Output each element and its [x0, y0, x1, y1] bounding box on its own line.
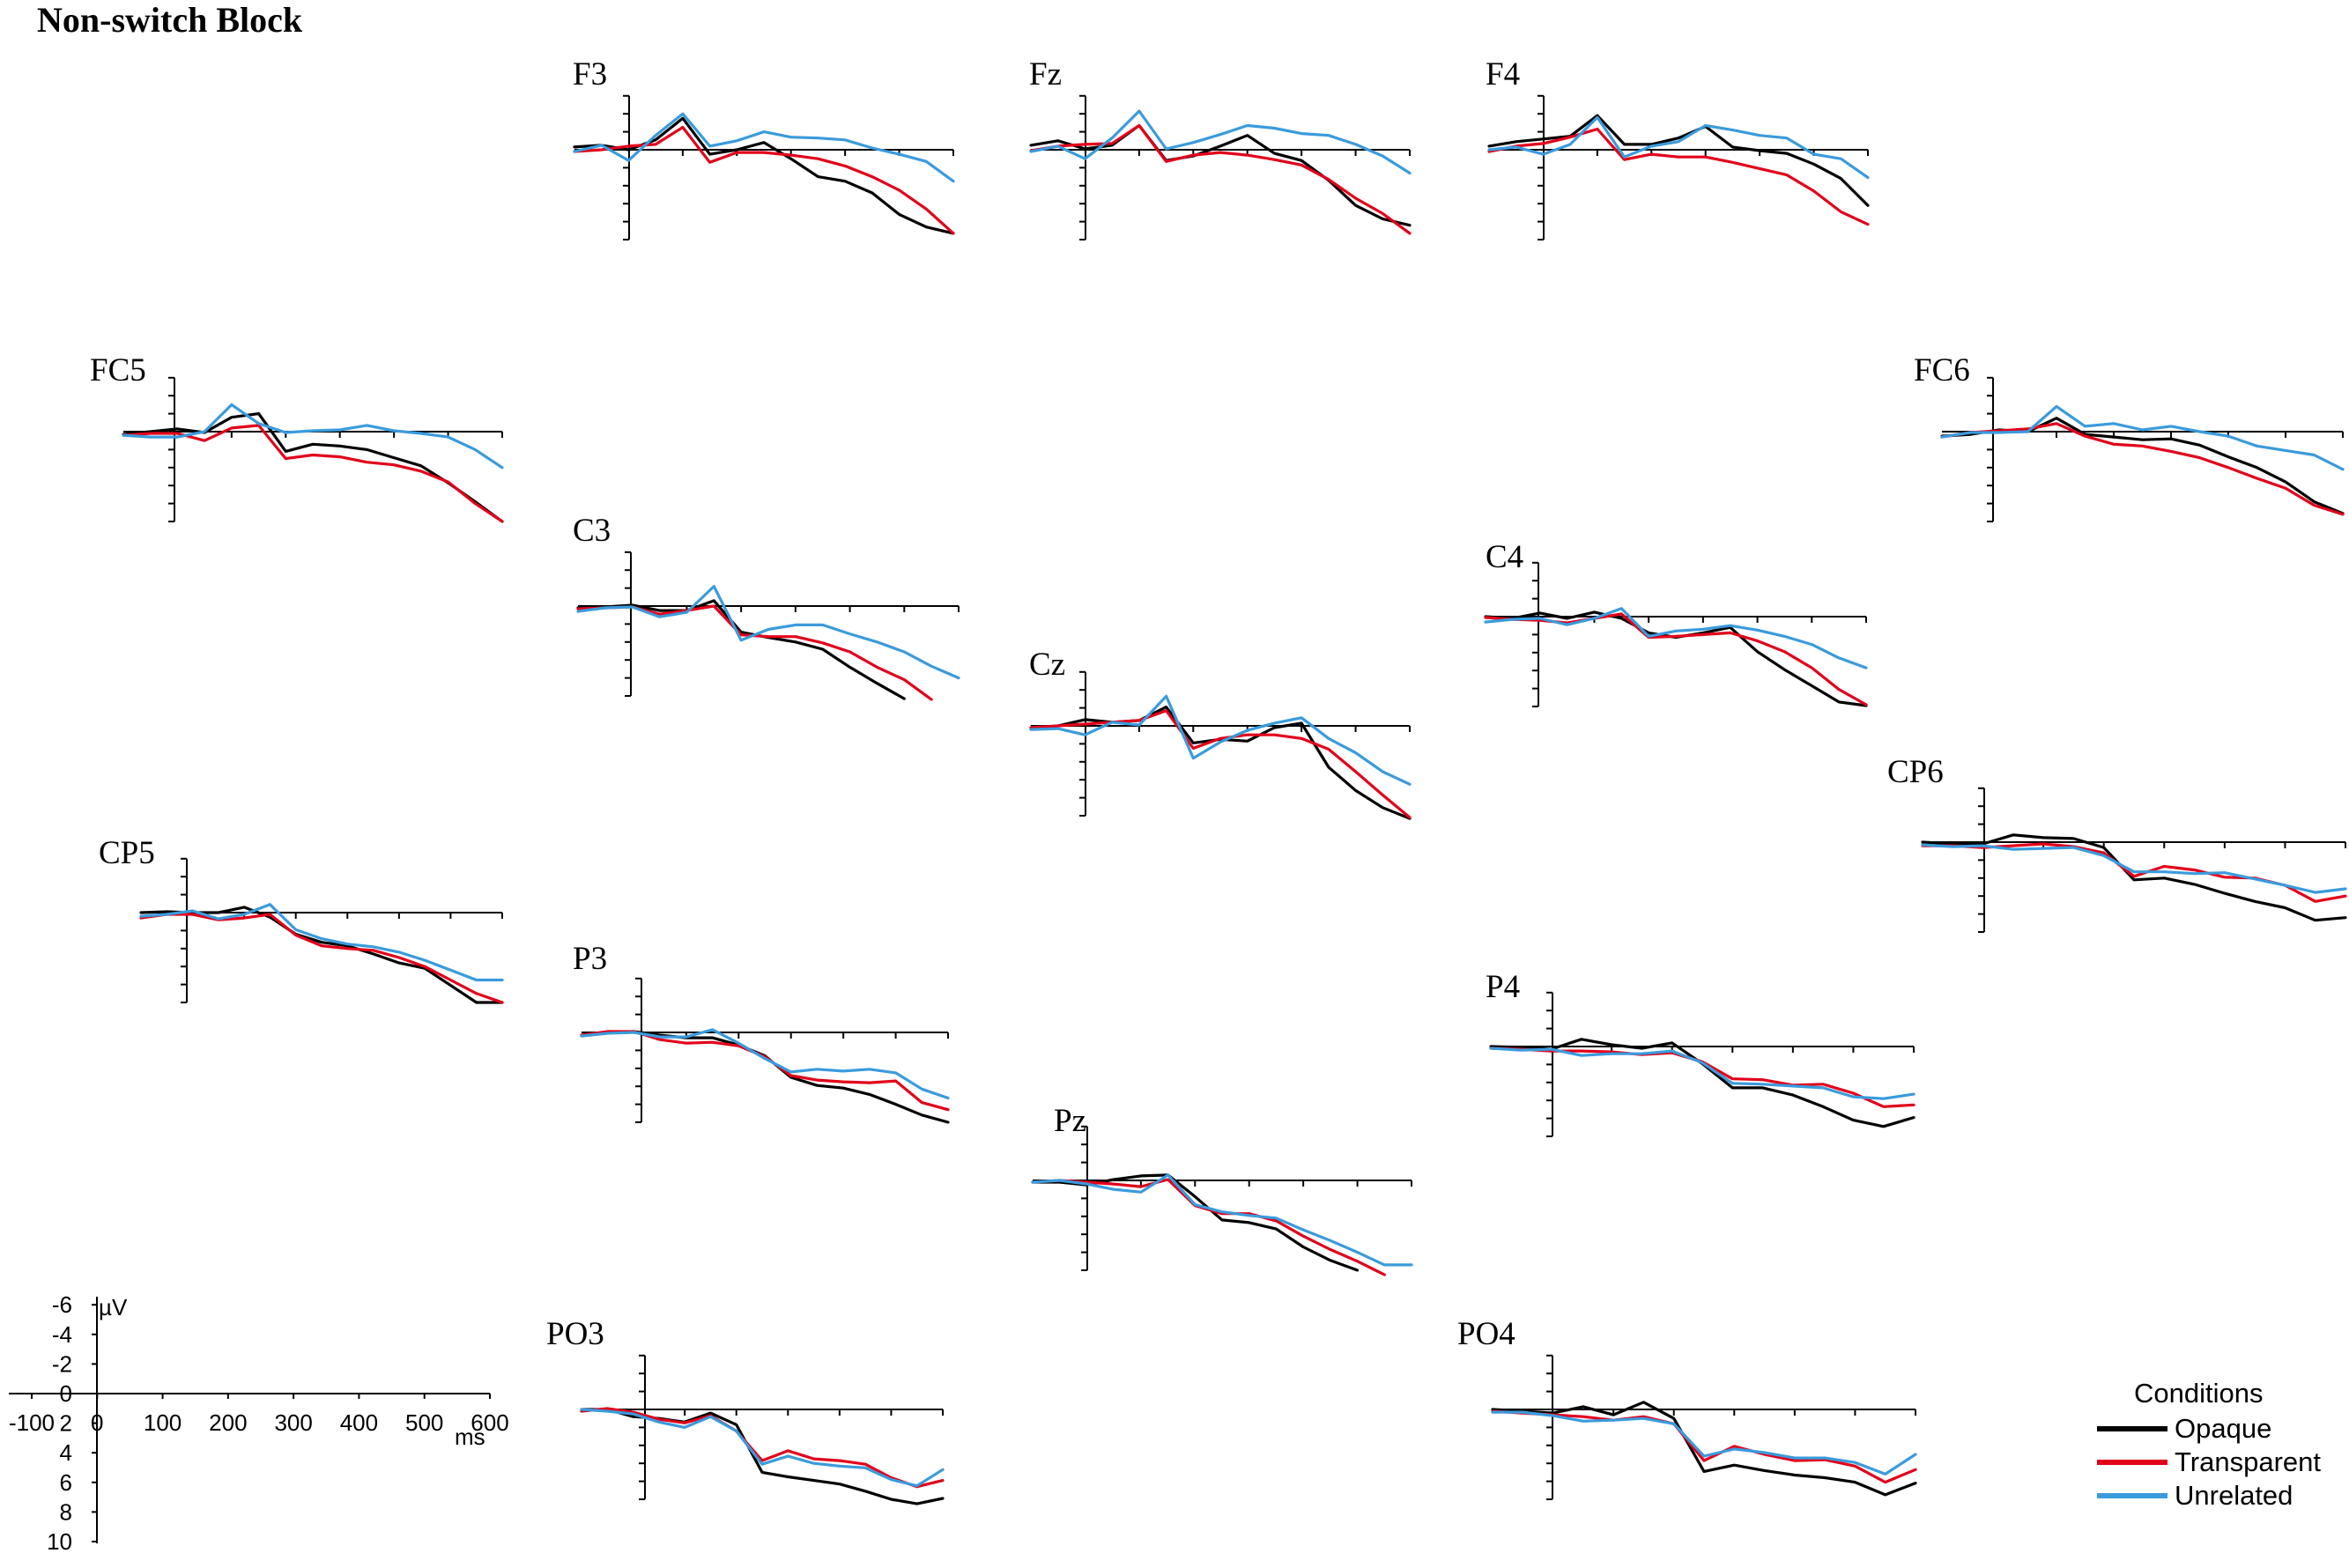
panel-fz: Fz: [1029, 56, 1412, 240]
channel-label-cp5: CP5: [99, 835, 155, 871]
channel-label-f4: F4: [1486, 56, 1520, 92]
panel-f3: F3: [573, 56, 955, 240]
trace-cp5-opaque: [139, 906, 504, 1004]
trace-c3-unrelated: [576, 584, 960, 680]
panel-cp6: CP6: [1887, 754, 2347, 933]
trace-p3-unrelated: [580, 1028, 950, 1100]
scale-x-tick-label: 500: [405, 1409, 443, 1436]
trace-fc6-unrelated: [1940, 404, 2345, 471]
trace-fc5-unrelated: [122, 403, 504, 470]
panel-cp5: CP5: [99, 835, 504, 1004]
scale-y-unit: µV: [99, 1294, 128, 1320]
panel-pz: Pz: [1031, 1103, 1413, 1276]
scale-y-tick-label: 4: [60, 1439, 72, 1466]
trace-cp5-transparent: [139, 913, 504, 1004]
trace-po3-transparent: [580, 1407, 945, 1489]
channel-panels: F3 Fz F4 FC5 FC6 C3 C4 Cz CP5 CP6 P3 P4 Pz PO3 PO4: [90, 56, 2347, 1505]
channel-label-cp6: CP6: [1887, 754, 1944, 790]
trace-po3-unrelated: [580, 1408, 945, 1488]
trace-fc6-transparent: [1940, 422, 2345, 516]
trace-fz-unrelated: [1029, 109, 1412, 175]
trace-cp5-unrelated: [139, 903, 504, 982]
scale-y-tick-label: 6: [60, 1469, 72, 1496]
trace-po4-opaque: [1491, 1401, 1917, 1497]
trace-fz-opaque: [1029, 123, 1412, 227]
trace-p4-unrelated: [1489, 1047, 1916, 1100]
trace-f3-transparent: [573, 125, 955, 235]
scale-y-tick-label: 8: [60, 1498, 72, 1525]
trace-c4-unrelated: [1484, 607, 1868, 669]
channel-label-fc5: FC5: [90, 352, 146, 388]
channel-label-po3: PO3: [546, 1316, 604, 1352]
scale-y-tick-label: -2: [52, 1350, 72, 1377]
legend-title: Conditions: [2134, 1378, 2263, 1409]
scale-x-unit: ms: [455, 1424, 485, 1450]
trace-po3-opaque: [580, 1408, 945, 1505]
trace-pz-opaque: [1031, 1173, 1360, 1272]
trace-f4-transparent: [1487, 127, 1870, 226]
channel-label-c3: C3: [573, 513, 611, 549]
panel-fc6: FC6: [1914, 352, 2345, 522]
scale-x-tick-label: 200: [209, 1409, 247, 1436]
trace-pz-unrelated: [1031, 1173, 1413, 1267]
panel-po3: PO3: [546, 1316, 945, 1505]
trace-cp6-unrelated: [1921, 843, 2347, 894]
scale-y-tick-label: 2: [60, 1410, 72, 1437]
panel-fc5: FC5: [90, 352, 504, 523]
scale-x-tick-label: 100: [144, 1409, 182, 1436]
legend-label-unrelated: Unrelated: [2175, 1480, 2293, 1511]
trace-po4-unrelated: [1491, 1410, 1917, 1476]
trace-f4-unrelated: [1487, 115, 1870, 180]
channel-label-fz: Fz: [1029, 56, 1062, 92]
scale-y-tick-label: -4: [52, 1321, 72, 1348]
scale-x-tick-label: 300: [274, 1409, 312, 1436]
trace-cp6-opaque: [1921, 833, 2347, 922]
trace-cz-unrelated: [1029, 694, 1412, 786]
panel-po4: PO4: [1457, 1316, 1917, 1500]
panel-c3: C3: [573, 513, 960, 701]
trace-po4-transparent: [1491, 1409, 1917, 1484]
scale-x-tick-label: 0: [91, 1409, 103, 1436]
panel-f4: F4: [1486, 56, 1870, 240]
scale-y-tick-label: -6: [52, 1291, 72, 1318]
channel-label-p3: P3: [573, 941, 607, 977]
trace-p3-opaque: [580, 1030, 950, 1124]
channel-label-p4: P4: [1486, 969, 1520, 1005]
scale-x-tick-label: 400: [340, 1409, 378, 1436]
trace-c3-opaque: [576, 599, 906, 700]
trace-fz-transparent: [1029, 123, 1412, 235]
legend-label-opaque: Opaque: [2175, 1413, 2271, 1444]
scale-x-tick-label: -100: [9, 1409, 55, 1436]
panel-p3: P3: [573, 941, 950, 1124]
channel-label-c4: C4: [1486, 539, 1523, 575]
scale-y-tick-label: 0: [60, 1380, 72, 1407]
scale-y-tick-label: 10: [47, 1528, 72, 1555]
panel-p4: P4: [1486, 969, 1916, 1137]
trace-c4-opaque: [1484, 610, 1868, 707]
trace-p3-transparent: [580, 1030, 950, 1112]
trace-c4-transparent: [1484, 612, 1868, 706]
legend-label-transparent: Transparent: [2175, 1446, 2321, 1477]
figure-title: Non-switch Block: [37, 0, 303, 40]
trace-fc5-transparent: [122, 424, 504, 523]
channel-label-f3: F3: [573, 56, 607, 92]
trace-f3-opaque: [573, 116, 955, 235]
scale-x-tick-label: 600: [471, 1409, 508, 1436]
panel-c4: C4: [1484, 539, 1868, 707]
panel-cz: Cz: [1029, 647, 1412, 820]
channel-label-cz: Cz: [1029, 647, 1065, 683]
channel-label-po4: PO4: [1457, 1316, 1515, 1352]
trace-f4-opaque: [1487, 114, 1870, 207]
channel-label-fc6: FC6: [1914, 352, 1970, 388]
trace-f3-unrelated: [573, 112, 955, 183]
channel-label-pz: Pz: [1054, 1103, 1086, 1139]
trace-cz-transparent: [1029, 709, 1412, 819]
trace-p4-transparent: [1489, 1047, 1916, 1108]
